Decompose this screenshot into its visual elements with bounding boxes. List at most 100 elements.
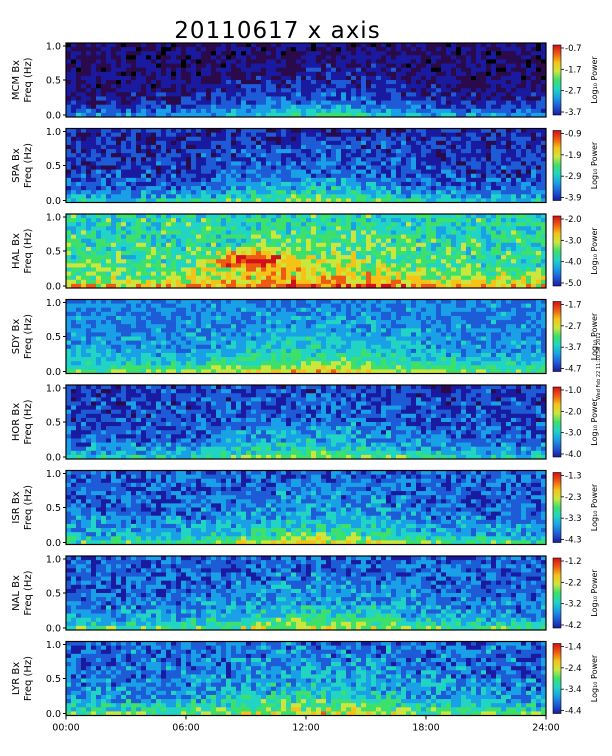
- spectrogram-cells: [66, 556, 547, 631]
- y-tick-label: 0.0: [46, 196, 61, 207]
- colorbar-tick-label: -1.7: [565, 301, 582, 311]
- y-tick-label: 0.5: [46, 589, 61, 600]
- colorbar-tick-label: -1.0: [565, 386, 582, 396]
- station-label: LYR Bx: [11, 662, 22, 695]
- colorbar-tick-label: -0.9: [565, 130, 582, 140]
- spectrogram-cells: [66, 385, 547, 460]
- colorbar-label: Log₁₀ Power: [590, 483, 599, 531]
- x-tick-label: 12:00: [292, 723, 319, 734]
- x-tick-label: 06:00: [172, 723, 199, 734]
- colorbar-tick-label: -3.9: [565, 194, 582, 204]
- colorbar-tick-label: -3.7: [565, 343, 582, 353]
- colorbar-tick-label: -2.9: [565, 172, 582, 182]
- station-label: NAL Bx: [11, 575, 22, 611]
- colorbar-tick-label: -3.7: [565, 108, 582, 118]
- spectrogram-cells: [66, 470, 547, 545]
- colorbar: [552, 44, 562, 116]
- panel-mcm: 0.0 0.5 1.0 MCM Bx Freq (Hz) -0.7 -1.7 -2.7 -3.7…: [11, 42, 599, 122]
- y-tick-label: 0.5: [46, 161, 61, 172]
- x-axis: 00:00 06:00 12:00 18:00 24:00: [52, 715, 560, 734]
- colorbar-tick-label: -2.7: [565, 322, 582, 332]
- colorbar-tick-label: -0.7: [565, 44, 582, 54]
- freq-axis-label: Freq (Hz): [23, 314, 34, 359]
- colorbar-tick-label: -3.3: [565, 514, 582, 524]
- colorbar-tick-label: -1.4: [565, 643, 582, 653]
- timestamp-note: Wed Feb 22 11:10:58 2012: [596, 332, 602, 400]
- y-tick-label: 0.5: [46, 332, 61, 343]
- freq-axis-label: Freq (Hz): [23, 228, 34, 273]
- panel-sdy: 0.0 0.5 1.0 SDY Bx Freq (Hz) -1.7 -2.7 -3.7 -4.7…: [11, 298, 599, 378]
- colorbar-label: Log₁₀ Power: [590, 227, 599, 275]
- colorbar-label: Log₁₀ Power: [590, 312, 599, 360]
- colorbar: [552, 386, 562, 458]
- y-tick-label: 1.0: [46, 298, 61, 309]
- y-tick-label: 1.0: [46, 42, 61, 53]
- freq-axis-label: Freq (Hz): [23, 656, 34, 701]
- y-tick-label: 0.0: [46, 624, 61, 635]
- freq-axis-label: Freq (Hz): [23, 399, 34, 444]
- y-tick-label: 1.0: [46, 469, 61, 480]
- colorbar-tick-label: -1.9: [565, 151, 582, 161]
- colorbar-label: Log₁₀ Power: [590, 56, 599, 104]
- colorbar-tick-label: -4.7: [565, 365, 582, 375]
- colorbar-tick-label: -4.0: [565, 258, 582, 268]
- panel-hor: 0.0 0.5 1.0 HOR Bx Freq (Hz) -1.0 -2.0 -3.0 -4.0…: [11, 384, 599, 464]
- colorbar: [552, 301, 562, 372]
- colorbar-tick-label: -2.3: [565, 493, 582, 503]
- x-tick-label: 24:00: [532, 723, 559, 734]
- station-label: ISR Bx: [11, 491, 22, 523]
- freq-axis-label: Freq (Hz): [23, 485, 34, 530]
- y-tick-label: 0.5: [46, 503, 61, 514]
- colorbar-label: Log₁₀ Power: [590, 398, 599, 446]
- station-label: MCM Bx: [11, 60, 22, 100]
- colorbar-tick-label: -2.4: [565, 664, 582, 674]
- station-label: HOR Bx: [11, 403, 22, 441]
- y-tick-label: 0.5: [46, 76, 61, 87]
- y-tick-label: 0.0: [46, 111, 61, 122]
- station-label: HAL Bx: [11, 233, 22, 269]
- colorbar-tick-label: -5.0: [565, 279, 582, 289]
- colorbar-tick-label: -3.4: [565, 685, 582, 695]
- freq-axis-label: Freq (Hz): [23, 570, 34, 615]
- y-tick-label: 1.0: [46, 555, 61, 566]
- colorbar-tick-label: -3.2: [565, 600, 582, 610]
- spectrogram-cells: [66, 214, 547, 289]
- x-tick-label: 18:00: [412, 723, 439, 734]
- colorbar-tick-label: -4.0: [565, 450, 582, 460]
- y-tick-label: 0.0: [46, 282, 61, 293]
- spectrogram-cells: [66, 641, 547, 716]
- y-tick-label: 0.5: [46, 674, 61, 685]
- station-label: SDY Bx: [11, 319, 22, 355]
- freq-axis-label: Freq (Hz): [23, 143, 34, 188]
- colorbar: [552, 557, 562, 629]
- colorbar-tick-label: -1.7: [565, 65, 582, 75]
- colorbar-tick-label: -3.0: [565, 236, 582, 246]
- y-tick-label: 1.0: [46, 640, 61, 651]
- freq-axis-label: Freq (Hz): [23, 57, 34, 102]
- colorbar-tick-label: -1.2: [565, 557, 582, 567]
- spectrogram-cells: [66, 128, 547, 203]
- colorbar-label: Log₁₀ Power: [590, 141, 599, 189]
- colorbar-tick-label: -3.0: [565, 429, 582, 439]
- y-tick-label: 0.0: [46, 538, 61, 549]
- y-tick-label: 0.0: [46, 709, 61, 720]
- y-tick-label: 1.0: [46, 384, 61, 395]
- colorbar-tick-label: -2.0: [565, 407, 582, 417]
- panel-nal: 0.0 0.5 1.0 NAL Bx Freq (Hz) -1.2 -2.2 -3.2 -4.2…: [11, 555, 599, 635]
- colorbar: [552, 215, 562, 287]
- colorbar-label: Log₁₀ Power: [590, 569, 599, 617]
- colorbar-tick-label: -1.3: [565, 472, 582, 482]
- panel-isr: 0.0 0.5 1.0 ISR Bx Freq (Hz) -1.3 -2.3 -3.3 -4.3…: [11, 469, 599, 549]
- colorbar-tick-label: -2.2: [565, 578, 582, 588]
- colorbar-tick-label: -4.3: [565, 536, 582, 546]
- panel-spa: 0.0 0.5 1.0 SPA Bx Freq (Hz) -0.9 -1.9 -2.9 -3.9…: [11, 127, 599, 207]
- spectrogram-cells: [66, 299, 547, 374]
- colorbar-label: Log₁₀ Power: [590, 654, 599, 702]
- colorbar-tick-label: -4.2: [565, 621, 582, 631]
- colorbar-tick-label: -2.7: [565, 87, 582, 97]
- colorbar-tick-label: -2.0: [565, 215, 582, 225]
- colorbar-tick-label: -4.4: [565, 707, 582, 717]
- y-tick-label: 0.5: [46, 247, 61, 258]
